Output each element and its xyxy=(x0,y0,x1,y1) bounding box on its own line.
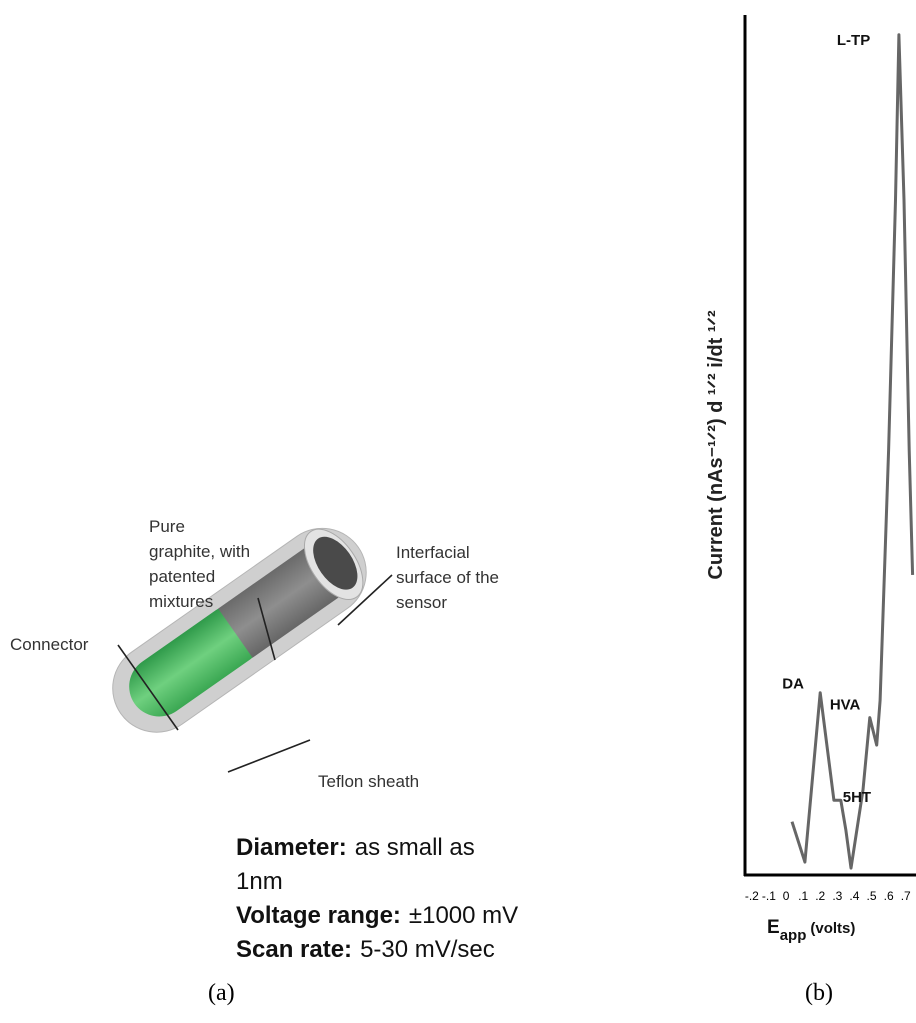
label: Teflon sheath xyxy=(318,772,419,791)
label: Pure xyxy=(149,517,185,536)
x-tick-label: .5 xyxy=(867,889,877,903)
x-tick-label: 0 xyxy=(783,889,790,903)
annotation: HVA xyxy=(830,697,861,714)
leader xyxy=(257,597,276,661)
spec-name: Scan rate: xyxy=(236,936,352,963)
label: surface of the xyxy=(396,568,499,587)
spec-name: Diameter: xyxy=(236,834,347,861)
x-tick-label: -.1 xyxy=(762,889,776,903)
annotation: DA xyxy=(782,676,804,693)
data-line xyxy=(790,33,915,870)
spec-name: Voltage range: xyxy=(236,902,401,929)
label: patented xyxy=(149,567,215,586)
spec-value: ±1000 mV xyxy=(409,902,518,929)
x-tick-label: .7 xyxy=(901,889,911,903)
label: graphite, with xyxy=(149,542,250,561)
x-label-unit: (volts) xyxy=(810,920,855,937)
caption: (b) xyxy=(805,980,833,1006)
annotation: 5HT xyxy=(843,789,871,806)
leader xyxy=(227,739,311,773)
x-tick-label: .4 xyxy=(849,889,859,903)
x-axis-label: Eapp (volts) xyxy=(767,917,855,944)
spec-line: Voltage range: ±1000 mV xyxy=(236,902,518,929)
spec-line: Diameter: as small as xyxy=(236,834,475,861)
spec-line: Scan rate: 5-30 mV/sec xyxy=(236,936,495,963)
annotation: L-TP xyxy=(837,32,870,49)
leader xyxy=(117,644,179,731)
label: Interfacial xyxy=(396,543,470,562)
x-tick-label: .1 xyxy=(798,889,808,903)
panel-a: Pure graphite, with patented mixtures Interf… xyxy=(10,517,518,1006)
interfacial-surface xyxy=(313,536,358,590)
x-tick-label: .6 xyxy=(884,889,894,903)
x-tick-label: .3 xyxy=(832,889,842,903)
label: mixtures xyxy=(149,592,213,611)
leader-lines xyxy=(117,574,393,773)
caption: (a) xyxy=(208,980,235,1006)
sensor xyxy=(112,527,367,733)
spec-value: 5-30 mV/sec xyxy=(360,936,495,963)
spec-value: as small as xyxy=(355,834,475,861)
label: sensor xyxy=(396,593,447,612)
spec-line: 1nm xyxy=(236,868,283,895)
connector xyxy=(129,604,263,717)
x-label-main: E xyxy=(767,917,780,938)
x-label-sub: app xyxy=(780,927,807,944)
x-tick-label: .2 xyxy=(815,889,825,903)
leader xyxy=(337,574,393,626)
x-tick-label: -.2 xyxy=(745,889,759,903)
chart-b: -.2 -.1 0 .1 .2 .3 .4 .5 .6 .7 L-TP DA HVA 5HT Current… xyxy=(705,15,916,1006)
y-axis-label: Current (nAs⁻¹ᐟ²) d ¹ᐟ² i/dt ¹ᐟ² xyxy=(705,310,727,580)
label: Connector xyxy=(10,635,89,654)
